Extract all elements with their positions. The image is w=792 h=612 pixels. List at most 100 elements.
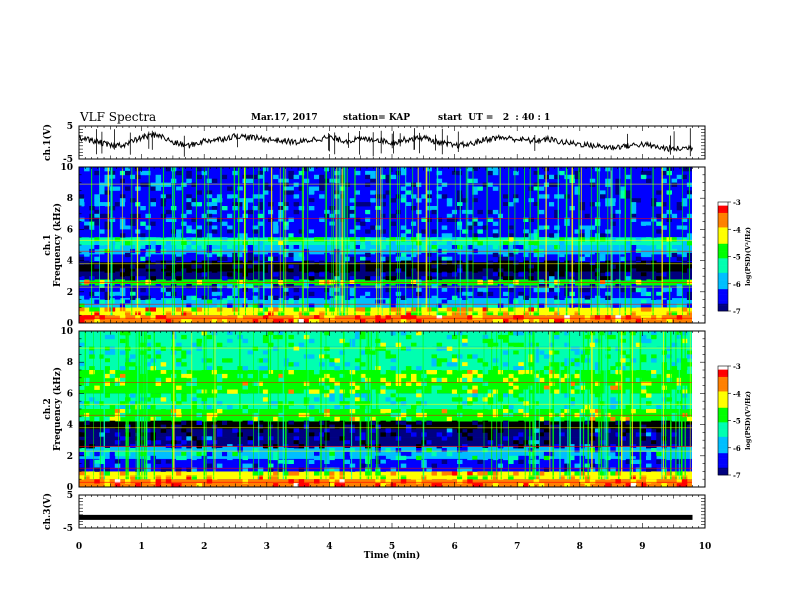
spectrogram-cell [554,299,560,304]
spectrogram-cell [104,428,110,433]
spectrogram-cell [222,451,228,457]
spectrogram-cell [354,311,361,316]
spectrogram-cell [206,198,213,203]
spectrogram-cell [615,178,621,183]
spectrogram-cell [651,346,657,351]
spectrogram-cell [584,225,591,230]
spectrogram-cell [451,295,458,300]
spectrogram-cell [99,209,105,215]
spectrogram-cell [390,221,397,226]
spectrogram-cell [559,272,565,277]
spectrogram-cell [625,381,632,386]
spectrogram-cell [145,405,151,410]
spectrogram-cell [421,174,427,180]
spectrogram-cell [370,389,376,394]
spectrogram-cell [99,370,105,375]
spectrogram-cell [528,202,534,207]
spectrogram-cell [436,276,443,281]
spectrogram-cell [227,272,233,277]
waveform-layer [78,128,693,520]
y-tick-label: 4 [67,421,73,431]
spectrogram-cell [390,401,397,406]
spectrogram-cell [165,209,172,215]
spectrogram-cell [365,350,371,355]
spectrogram-cell [436,260,443,265]
spectrogram-cell [196,225,202,230]
spectrogram-cell [523,385,529,390]
spectrogram-cell [191,420,197,425]
spectrogram-cell [635,331,642,336]
spectrogram-cell [574,241,580,246]
spectrogram-cell [145,381,151,386]
spectrogram-cell [559,436,565,441]
spectrogram-cell [600,256,606,261]
spectrogram-cell [104,373,110,379]
spectrogram-cell [135,319,141,324]
spectrogram-cell [84,186,90,191]
spectrogram-cell [170,284,177,289]
spectrogram-cell [186,284,192,289]
spectrogram-cell [477,405,483,410]
spectrogram-cell [155,350,162,355]
spectrogram-cell [354,315,361,320]
spectrogram-cell [569,366,575,371]
spectrogram-cell [165,202,172,207]
spectrogram-cell [319,416,325,422]
spectrogram-cell [99,334,105,340]
spectrogram-cell [508,397,514,402]
spectrogram-cell [676,225,683,230]
spectrogram-cell [354,237,361,242]
spectrogram-cell [472,233,478,238]
colorbar-step [718,229,728,232]
colorbar-step [718,214,728,217]
spectrogram-cell [666,354,672,359]
spectrogram-cell [89,436,95,441]
spectrogram-cell [176,354,182,359]
spectrogram-cell [125,268,131,273]
spectrogram-cell [646,338,652,344]
spectrogram-cell [155,245,162,250]
spectrogram-cell [145,397,151,402]
spectrogram-cell [104,358,110,363]
spectrogram-cell [625,393,632,398]
spectrogram-cell [324,436,330,441]
spectrogram-cell [462,186,468,191]
spectrogram-cell [451,182,458,187]
spectrogram-cell [380,346,386,351]
spectrogram-cell [314,479,320,484]
spectrogram-cell [400,256,407,261]
spectrogram-cell [635,373,642,379]
spectrogram-cell [533,428,540,433]
spectrogram-cell [574,170,580,176]
spectrogram-cell [176,436,182,441]
spectrogram-cell [176,190,182,195]
spectrogram-cell [559,241,565,246]
spectrogram-cell [411,307,417,312]
spectrogram-cell [380,229,386,234]
spectrogram-cell [278,276,284,281]
spectrogram-cell [635,225,642,230]
spectrogram-cell [324,397,330,402]
spectrogram-cell [360,190,366,195]
spectrogram-cell [380,268,386,273]
spectrogram-cell [155,284,162,289]
spectrogram-cell [211,331,218,336]
spectrogram-cell [334,287,340,293]
spectrogram-cell [686,424,693,429]
spectrogram-cell [528,451,534,457]
spectrogram-cell [508,459,514,464]
spectrogram-cell [411,319,417,324]
spectrogram-cell [436,256,443,261]
spectrogram-cell [492,409,499,414]
spectrogram-cell [288,217,294,222]
spectrogram-cell [119,346,126,351]
spectrogram-cell [508,190,514,195]
spectrogram-cell [477,209,483,215]
spectrogram-cell [257,221,264,226]
spectrogram-cell [416,424,422,429]
spectrogram-cell [308,206,315,211]
spectrogram-cell [237,315,243,320]
spectrogram-cell [308,284,315,289]
spectrogram-cell [508,331,514,336]
